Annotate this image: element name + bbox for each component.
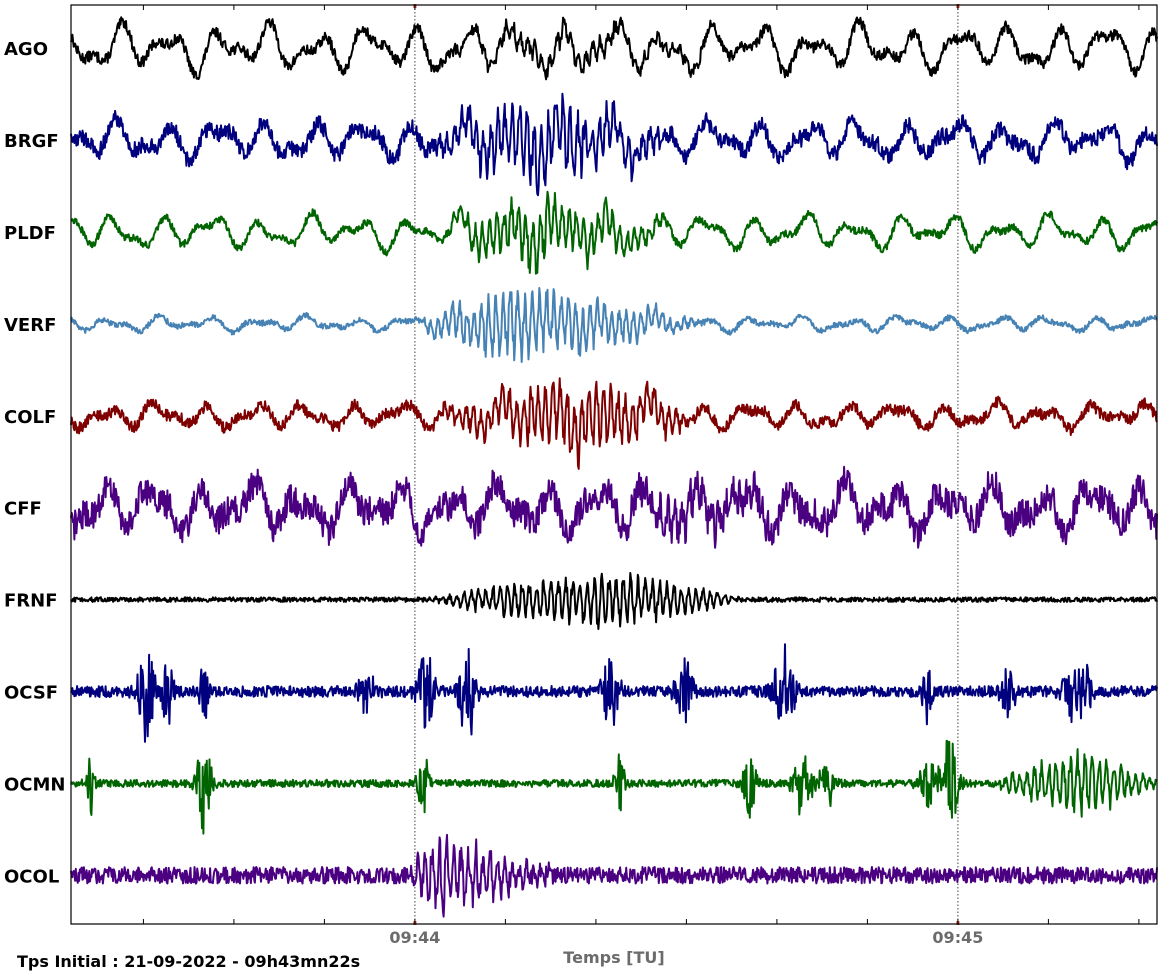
traces-group <box>70 16 1158 918</box>
station-label-frnf: FRNF <box>4 591 58 612</box>
station-label-ocol: OCOL <box>4 866 59 887</box>
trace-ago <box>70 16 1158 81</box>
axis-ticks <box>142 5 1140 924</box>
x-tick-labels: 09:44 09:45 <box>389 928 983 947</box>
trace-frnf <box>70 572 1158 630</box>
plot-frame <box>70 4 1158 925</box>
initial-time-footer: Tps Initial : 21-09-2022 - 09h43mn22s <box>17 952 360 971</box>
trace-colf <box>70 377 1158 470</box>
trace-cff <box>70 465 1158 549</box>
x-tick-label: 09:44 <box>389 928 440 947</box>
station-labels: AGO BRGF PLDF VERF COLF CFF FRNF OCSF OCMN OCOL <box>4 39 66 887</box>
trace-ocol <box>70 833 1158 918</box>
trace-pldf <box>70 190 1158 275</box>
station-label-ago: AGO <box>4 39 48 60</box>
station-label-colf: COLF <box>4 407 56 428</box>
station-label-pldf: PLDF <box>4 223 56 244</box>
station-label-ocmn: OCMN <box>4 774 66 795</box>
station-label-cff: CFF <box>4 499 42 520</box>
trace-ocmn <box>70 739 1158 835</box>
station-label-verf: VERF <box>4 315 56 336</box>
trace-brgf <box>70 92 1158 197</box>
trace-verf <box>70 287 1158 363</box>
trace-ocsf <box>70 643 1158 743</box>
station-label-brgf: BRGF <box>4 131 59 152</box>
station-label-ocsf: OCSF <box>4 682 58 703</box>
x-axis-label: Temps [TU] <box>563 948 664 967</box>
x-tick-label: 09:45 <box>932 928 983 947</box>
